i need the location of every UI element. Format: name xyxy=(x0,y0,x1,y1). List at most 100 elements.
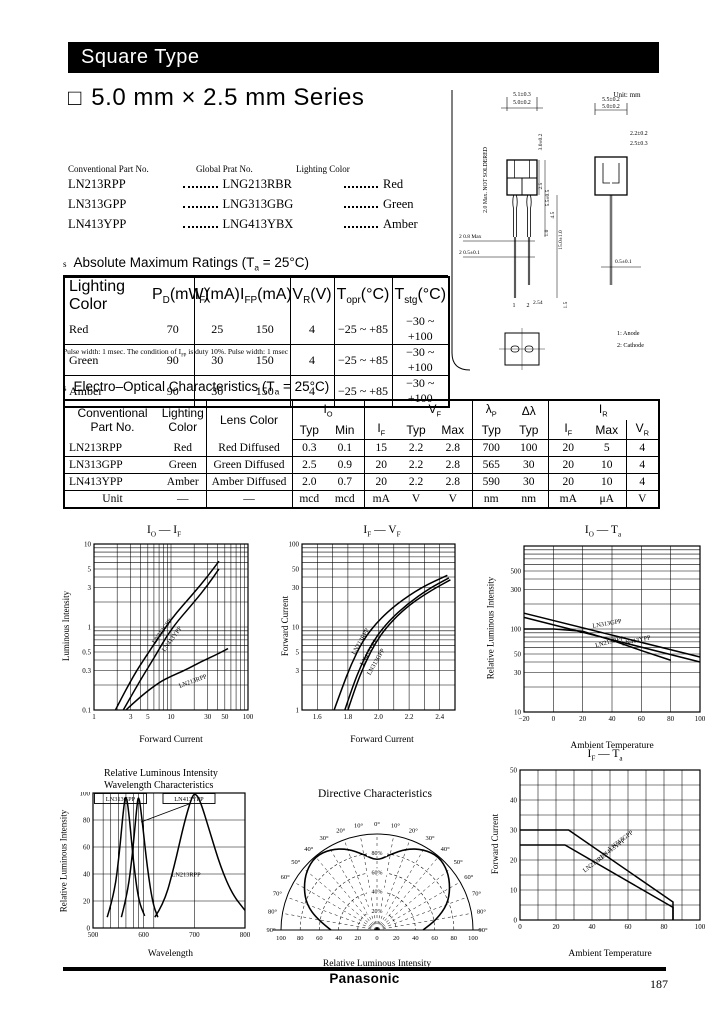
table-cell: Amber xyxy=(160,473,207,491)
axis-tick-label: 20 xyxy=(355,935,362,942)
series-line xyxy=(333,574,448,711)
column-header-line: Conventional xyxy=(77,406,148,421)
series-line xyxy=(154,793,246,918)
y-tick-label: 20 xyxy=(510,856,518,864)
table-cell: 4 xyxy=(626,473,660,491)
column-header: PD(mW) xyxy=(152,277,209,314)
y-tick-label: 10 xyxy=(510,886,518,894)
polar-spoke xyxy=(315,856,378,931)
parts-row: LN413YPP LNG413YBX Amber xyxy=(68,217,443,237)
table-cell: 2.8 xyxy=(434,456,473,474)
series-label: LN313GPP xyxy=(106,796,136,803)
y-tick-label: 0.5 xyxy=(82,648,91,656)
package-outline-drawing: Unit: mm 5.1±0.3 5.0±0.2 3.0±0.2 2.5 5.5… xyxy=(459,91,648,370)
label-bg xyxy=(367,849,387,857)
x-tick-label: 60 xyxy=(625,923,633,931)
x-tick-label: 80 xyxy=(661,923,669,931)
column-header: IR xyxy=(598,402,608,419)
part-number-conventional: LN413YPP xyxy=(68,217,127,231)
angle-label: 10° xyxy=(354,823,364,830)
x-tick-label: 100 xyxy=(695,715,706,723)
table-cell: 5 xyxy=(588,439,627,457)
polar-spoke xyxy=(376,881,461,931)
table-cell: Green Diffused xyxy=(206,456,293,474)
abs-max-footnote: Pulse width: 1 msec. The condition of IF… xyxy=(63,347,289,359)
y-tick-label: 3 xyxy=(296,667,300,675)
dim-label: 2.2±0.2 xyxy=(630,131,648,137)
table-cell: 0.7 xyxy=(326,473,365,491)
column-header: Δλ xyxy=(510,400,549,420)
section-bullet: s xyxy=(63,383,67,393)
chart-title: Directive Characteristics xyxy=(318,788,432,800)
y-tick-label: 10 xyxy=(292,623,300,631)
dot-leader xyxy=(183,205,218,208)
y-tick-label: 10 xyxy=(84,540,92,548)
drawing-labels: Unit: mm 5.1±0.3 5.0±0.2 3.0±0.2 2.5 5.5… xyxy=(459,91,648,349)
brand-logo: Panasonic xyxy=(329,971,400,986)
radial-label: 40% xyxy=(372,890,383,896)
chart-title: IF — Ta xyxy=(587,748,623,763)
axis-tick-label: 100 xyxy=(468,935,478,942)
series-line xyxy=(106,796,146,918)
plot-frame xyxy=(94,793,147,804)
unit-cell: V xyxy=(626,490,660,508)
chart-title: IO — Ta xyxy=(584,524,622,539)
x-tick-label: 20 xyxy=(553,923,561,931)
dim-label: 2.5±0.3 xyxy=(630,141,648,147)
series-line xyxy=(125,647,229,711)
table-cell: 2.8 xyxy=(434,439,473,457)
column-header: Topr(°C) xyxy=(334,277,393,314)
table-cell: 0.9 xyxy=(326,456,365,474)
table-cell: 150 xyxy=(240,344,291,376)
cathode-legend: 2: Cathode xyxy=(617,342,644,349)
table-cell: Red xyxy=(160,439,207,457)
axis-tick-label: 80 xyxy=(451,935,458,942)
y-tick-label: 1 xyxy=(88,623,92,631)
polar-spoke xyxy=(282,913,378,931)
square-icon: □ xyxy=(68,85,82,110)
y-axis-label: Relative Luminous Intensity xyxy=(58,809,69,913)
table-cell: 2.0 xyxy=(292,473,326,491)
parts-col-header: Lighting Color xyxy=(296,164,350,174)
table-cell: 4 xyxy=(290,344,335,376)
parts-row: LN313GPP LNG313GBG Green xyxy=(68,197,443,217)
chart-if-vs-ta: IF — Ta 0 20 40 60 80 100 0 10 20 30 40 50 LN313GPP L… xyxy=(490,748,720,959)
label-bg xyxy=(367,906,387,914)
table-cell: 20 xyxy=(562,442,575,454)
unit-cell: mA xyxy=(548,490,589,508)
y-axis-label: Forward Current xyxy=(490,813,501,875)
x-axis-label: Wavelength xyxy=(147,949,194,959)
y-tick-label: 30 xyxy=(510,826,518,834)
table-cell: 20 xyxy=(548,473,589,491)
divider-path xyxy=(451,90,471,371)
polar-spoke xyxy=(376,868,451,931)
table-cell: 30 xyxy=(510,456,549,474)
polar-outer-ring xyxy=(280,833,474,931)
chart-title: IO — IF xyxy=(146,524,182,539)
angle-label: 20° xyxy=(336,827,346,834)
x-tick-label: 60 xyxy=(638,715,646,723)
column-header: Typ xyxy=(292,420,326,440)
column-header: Lighting Color xyxy=(69,278,126,313)
lead-2 xyxy=(526,194,532,237)
column-header: Max xyxy=(588,420,627,440)
part-number-global: LNG313GBG xyxy=(222,197,294,211)
plot-frame xyxy=(301,543,456,711)
dim-label: 1.0 xyxy=(544,229,550,236)
table-cell: 70 xyxy=(152,314,195,345)
dot-leader xyxy=(343,205,378,208)
y-axis-label: Relative Luminous Intensity xyxy=(485,576,496,680)
y-tick-label: 0.3 xyxy=(82,667,91,675)
polar-spoke xyxy=(376,913,472,931)
x-tick-label: 800 xyxy=(240,931,251,939)
dim-label: 1.5 xyxy=(563,301,569,308)
section-banner-label: Square Type xyxy=(81,46,200,68)
axis-tick-label: 60 xyxy=(431,935,438,942)
table-cell: 4 xyxy=(290,314,335,345)
parts-col-header: Conventional Part No. xyxy=(68,164,149,174)
dim-label: 2 0.8 Max xyxy=(459,234,482,240)
section-banner: Square Type xyxy=(68,42,659,73)
plot-frame xyxy=(92,792,246,929)
chart-io-vs-ta: IO — Ta −20 0 20 40 60 80 100 10 30 50 100 300 500 LN… xyxy=(485,524,718,751)
